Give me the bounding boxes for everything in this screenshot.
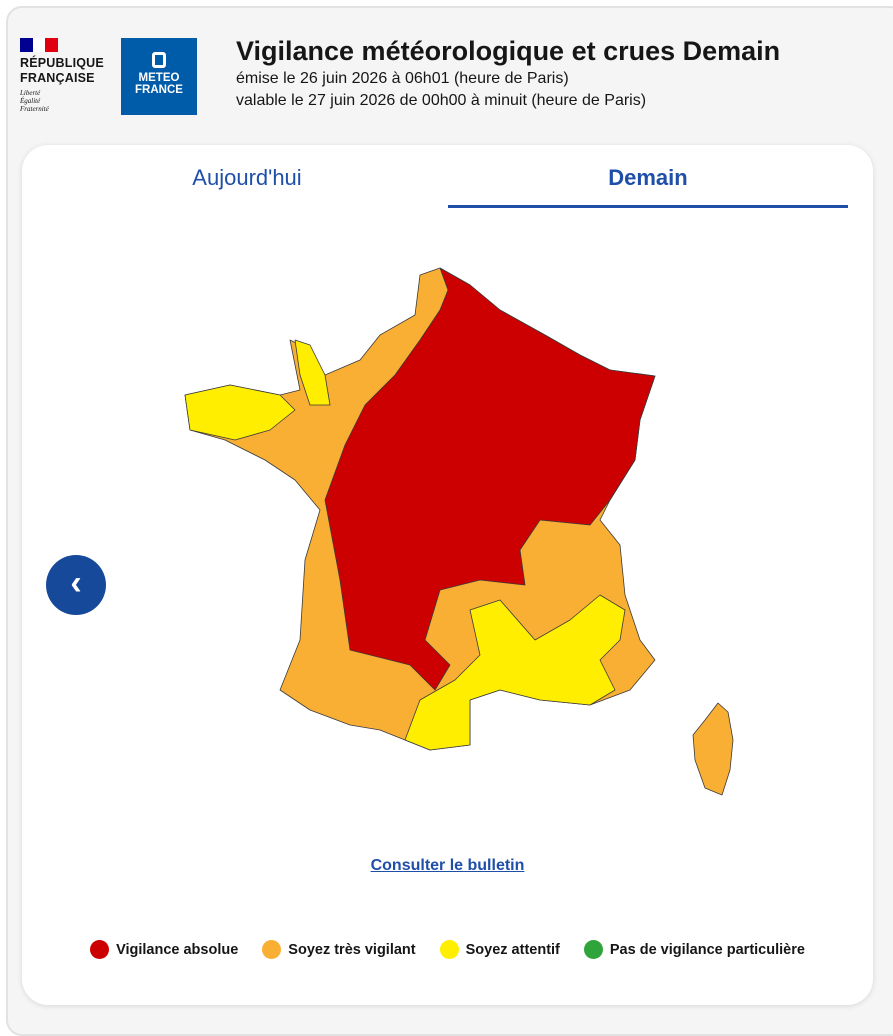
region-yellow[interactable] bbox=[294, 339, 331, 406]
bulletin-link[interactable]: Consulter le bulletin bbox=[370, 857, 525, 874]
republic-line: RÉPUBLIQUE bbox=[20, 56, 104, 70]
previous-button[interactable]: ‹ bbox=[46, 555, 106, 615]
title: Vigilance météorologique et crues Demain bbox=[236, 36, 781, 66]
legend-dot bbox=[262, 940, 282, 959]
republic-line: FRANÇAISE bbox=[20, 71, 95, 85]
legend: Vigilance absolue Soyez très vigilant Soye… bbox=[22, 940, 873, 959]
logo-line: METEO bbox=[138, 72, 180, 84]
legend-dot bbox=[90, 940, 110, 959]
valid: valable le 27 juin 2026 de 00h00 à minui… bbox=[236, 92, 647, 109]
logo-line: FRANCE bbox=[135, 84, 183, 96]
legend-item: Soyez attentif bbox=[439, 940, 560, 959]
legend-dot bbox=[439, 940, 459, 959]
legend-label: Pas de vigilance particulière bbox=[609, 941, 805, 958]
france-map bbox=[184, 267, 734, 796]
region-red[interactable] bbox=[324, 267, 656, 691]
flag bbox=[20, 38, 59, 52]
region-yellow[interactable] bbox=[184, 384, 296, 441]
legend-item: Soyez très vigilant bbox=[262, 940, 416, 959]
card: Aujourd'hui Demain ‹ Consulter le bullet… bbox=[22, 145, 873, 1005]
motto-line: Égalité bbox=[20, 97, 41, 105]
motto-line: Fraternité bbox=[20, 105, 49, 113]
tab[interactable]: Demain bbox=[448, 165, 848, 208]
republique-logo: RÉPUBLIQUE FRANÇAISE Liberté Égalité Fra… bbox=[20, 38, 104, 113]
legend-label: Soyez très vigilant bbox=[288, 941, 416, 958]
republic-name: RÉPUBLIQUE FRANÇAISE bbox=[20, 56, 104, 86]
region-yellow[interactable] bbox=[404, 594, 626, 751]
motto-line: Liberté bbox=[20, 89, 41, 97]
legend-dot bbox=[583, 940, 603, 959]
logo-icon bbox=[152, 52, 166, 68]
tab[interactable]: Aujourd'hui bbox=[192, 165, 302, 190]
motto: Liberté Égalité Fraternité bbox=[20, 89, 104, 113]
header: Vigilance météorologique et crues Demain… bbox=[236, 34, 780, 112]
legend-item: Vigilance absolue bbox=[90, 940, 238, 959]
region-corsica[interactable] bbox=[692, 702, 734, 796]
legend-label: Vigilance absolue bbox=[116, 941, 239, 958]
legend-item: Pas de vigilance particulière bbox=[583, 940, 805, 959]
issued: émise le 26 juin 2026 à 06h01 (heure de … bbox=[236, 70, 569, 87]
legend-label: Soyez attentif bbox=[465, 941, 560, 958]
meteo-france-logo: METEO FRANCE bbox=[121, 38, 197, 115]
